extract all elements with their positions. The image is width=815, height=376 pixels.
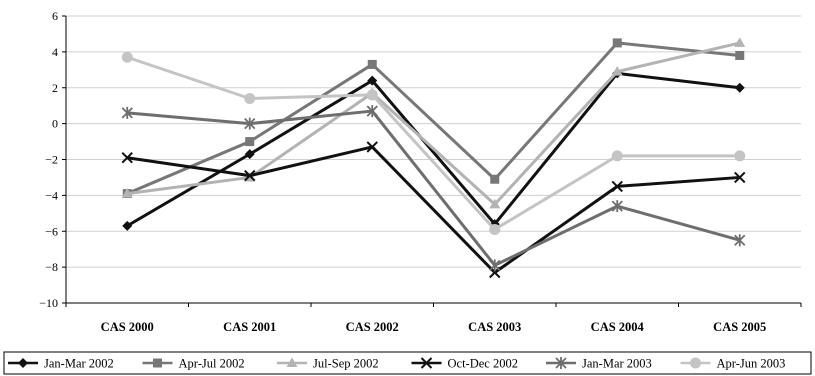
x-axis: CAS 2000 CAS 2001 CAS 2002 CAS 2003 CAS 2004… bbox=[65, 302, 802, 334]
data-point-marker bbox=[153, 358, 162, 368]
data-point-marker bbox=[121, 106, 133, 119]
y-tick-label: −10 bbox=[39, 296, 58, 310]
data-point-marker bbox=[490, 174, 500, 184]
data-point-marker bbox=[121, 188, 133, 198]
data-point-marker bbox=[367, 59, 377, 69]
series-4 bbox=[121, 141, 746, 279]
data-point-marker bbox=[489, 198, 501, 209]
data-point-marker bbox=[244, 149, 255, 160]
series-line bbox=[126, 55, 740, 231]
legend-entry: Jul-Sep 2002 bbox=[277, 357, 379, 371]
data-point-marker bbox=[244, 93, 256, 105]
data-point-marker bbox=[612, 38, 622, 48]
data-point-marker bbox=[245, 137, 255, 147]
x-tick-label: CAS 2000 bbox=[101, 320, 154, 334]
legend-label: Apr-Jul 2002 bbox=[179, 357, 245, 371]
legend-entry: Apr-Jul 2002 bbox=[142, 357, 245, 371]
legend-label: Oct-Dec 2002 bbox=[448, 357, 518, 371]
data-point-marker bbox=[366, 89, 378, 101]
data-point-marker bbox=[121, 51, 133, 63]
y-tick-label: 0 bbox=[52, 117, 58, 131]
legend: Jan-Mar 2002 Apr-Jul 2002 Jul-Sep 2002 Oct-… bbox=[3, 351, 812, 375]
legend-label: Jan-Mar 2003 bbox=[582, 357, 652, 371]
series-3 bbox=[121, 37, 746, 209]
data-point-marker bbox=[611, 150, 623, 162]
legend-entry: Jan-Mar 2003 bbox=[546, 357, 652, 371]
data-point-marker bbox=[734, 234, 746, 247]
data-point-marker bbox=[734, 37, 746, 47]
data-point-marker bbox=[244, 117, 256, 130]
legend-label: Jul-Sep 2002 bbox=[313, 357, 379, 371]
x-tick-label: CAS 2004 bbox=[591, 320, 645, 334]
y-tick-label: 6 bbox=[52, 9, 58, 23]
legend-label: Apr-Jun 2003 bbox=[717, 357, 786, 371]
data-point-marker bbox=[489, 259, 501, 272]
series-6 bbox=[121, 51, 746, 235]
y-axis: 6 4 2 0 −2 −4 −6 −8 −10 bbox=[39, 9, 67, 310]
x-tick-label: CAS 2001 bbox=[223, 320, 276, 334]
data-point-marker bbox=[489, 223, 501, 235]
y-tick-label: −6 bbox=[45, 224, 58, 238]
data-point-marker bbox=[611, 66, 623, 76]
data-point-marker bbox=[366, 105, 378, 118]
data-point-marker bbox=[18, 358, 28, 368]
data-point-marker bbox=[611, 180, 623, 193]
data-point-marker bbox=[367, 75, 378, 86]
x-tick-label: CAS 2002 bbox=[346, 320, 399, 334]
legend-entry: Oct-Dec 2002 bbox=[411, 357, 518, 371]
data-point-marker bbox=[734, 171, 746, 184]
y-tick-label: −4 bbox=[45, 188, 58, 202]
series-line bbox=[126, 71, 740, 228]
legend-entry: Apr-Jun 2003 bbox=[680, 357, 786, 371]
grid-lines bbox=[66, 15, 801, 268]
series-line bbox=[127, 109, 741, 267]
y-tick-label: −8 bbox=[45, 260, 58, 274]
data-point-marker bbox=[286, 357, 298, 367]
y-tick-label: −2 bbox=[45, 153, 58, 167]
data-point-marker bbox=[735, 50, 745, 60]
series-line bbox=[127, 41, 741, 206]
data-point-marker bbox=[555, 357, 567, 369]
data-point-marker bbox=[690, 357, 701, 369]
data-point-marker bbox=[244, 169, 256, 182]
data-point-marker bbox=[121, 151, 133, 164]
series-5 bbox=[121, 105, 746, 272]
y-tick-label: 4 bbox=[52, 45, 58, 59]
data-point-marker bbox=[611, 200, 623, 213]
series-line bbox=[126, 41, 740, 195]
data-point-marker bbox=[122, 220, 133, 231]
data-point-marker bbox=[734, 150, 746, 162]
legend-label: Jan-Mar 2002 bbox=[44, 357, 114, 371]
data-point-marker bbox=[420, 357, 433, 369]
data-point-marker bbox=[734, 82, 745, 93]
series-line bbox=[127, 145, 740, 275]
y-tick-label: 2 bbox=[52, 81, 58, 95]
x-tick-label: CAS 2003 bbox=[468, 320, 521, 334]
legend-box bbox=[3, 351, 812, 375]
legend-entry: Jan-Mar 2002 bbox=[8, 357, 114, 371]
series-group bbox=[121, 37, 746, 279]
x-tick-label: CAS 2005 bbox=[713, 320, 766, 334]
data-point-marker bbox=[366, 141, 378, 153]
